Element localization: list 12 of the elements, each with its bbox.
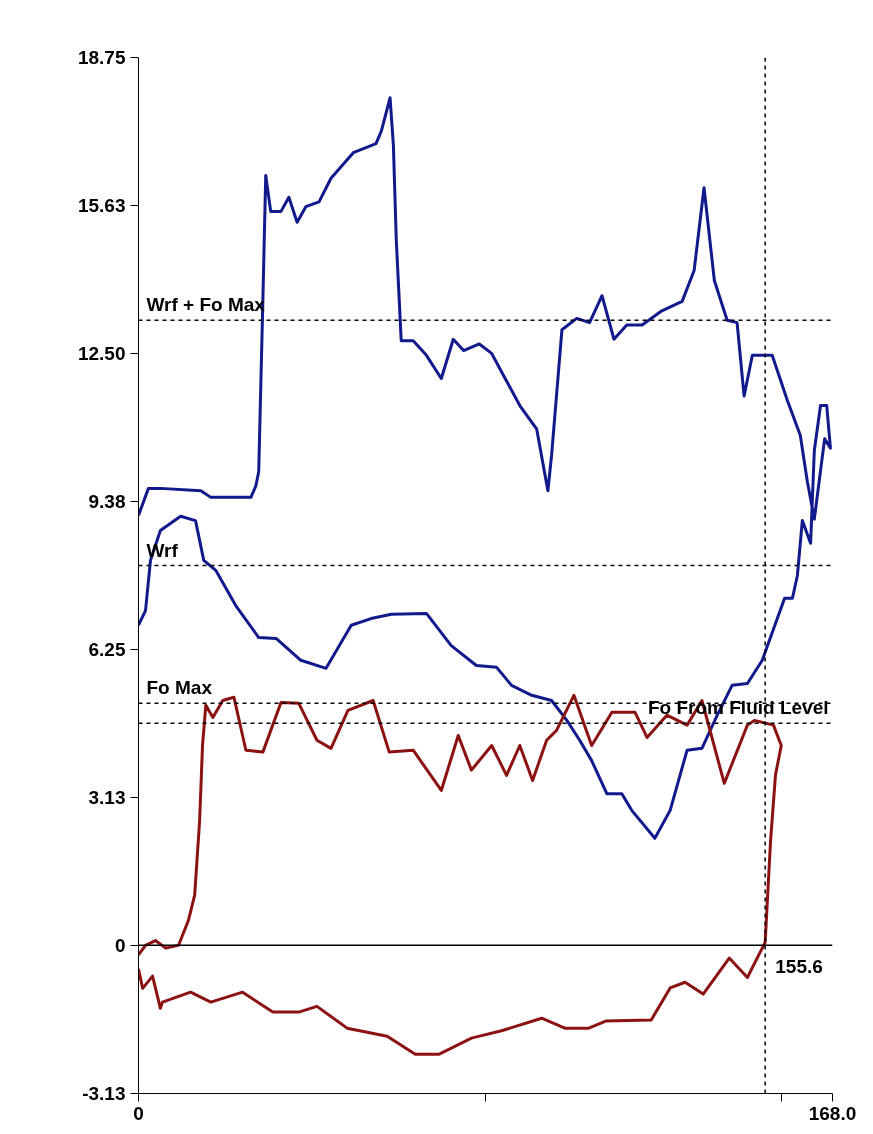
y-tick-label: 12.50: [77, 342, 126, 364]
y-tick-label: 18.75: [77, 47, 126, 68]
y-tick-label: 0: [114, 934, 126, 956]
y-tick-label: 15.63: [77, 194, 126, 216]
line-series: [138, 96, 832, 840]
x-tick-label: 168.0: [808, 1102, 857, 1124]
annotation: 155.6: [775, 956, 823, 978]
y-tick-label: 3.13: [88, 786, 126, 808]
ref-line-label: Fo Max: [146, 677, 213, 699]
y-tick-label: 6.25: [88, 638, 126, 660]
y-tick-label: 9.38: [88, 490, 126, 512]
y-tick-label: -3.13: [82, 1083, 126, 1104]
